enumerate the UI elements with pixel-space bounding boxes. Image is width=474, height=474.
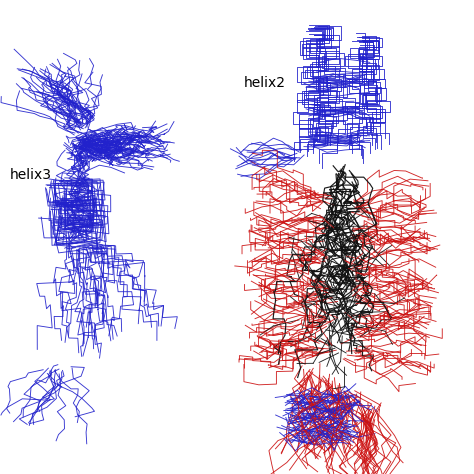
Text: helix3: helix3: [9, 168, 52, 182]
Text: helix2: helix2: [244, 76, 286, 90]
